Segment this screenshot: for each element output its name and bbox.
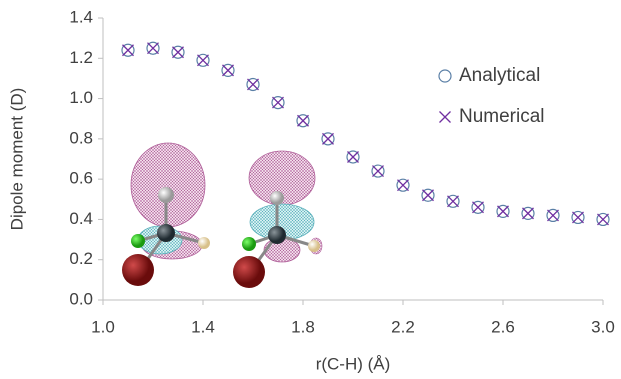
- data-point: [497, 205, 509, 218]
- data-point: [422, 189, 434, 202]
- y-tick-label: 1.0: [69, 88, 93, 107]
- y-axis-label: Dipole moment (D): [7, 88, 26, 231]
- data-point: [247, 78, 259, 91]
- x-tick-label: 2.6: [491, 317, 515, 336]
- data-point: [246, 77, 260, 92]
- data-point: [321, 132, 335, 146]
- data-point: [222, 64, 234, 77]
- legend-label: Analytical: [459, 65, 540, 86]
- data-point: [171, 45, 185, 59]
- y-tick-label: 0.4: [69, 209, 93, 228]
- x-axis-label: r(C-H) (Å): [316, 354, 391, 373]
- data-point: [571, 210, 585, 225]
- data-point: [471, 200, 485, 214]
- data-point: [397, 179, 409, 192]
- data-point: [446, 194, 460, 208]
- data-point: [597, 213, 609, 226]
- data-point: [496, 204, 510, 218]
- data-point: [272, 96, 284, 109]
- data-point: [122, 44, 134, 57]
- data-point: [196, 53, 210, 67]
- x-tick-label: 1.0: [91, 317, 115, 336]
- data-point: [221, 63, 235, 77]
- y-tick-label: 0.6: [69, 169, 93, 188]
- data-point: [146, 41, 160, 55]
- x-tick-label: 3.0: [591, 317, 615, 336]
- data-point: [322, 132, 334, 145]
- data-point: [347, 151, 359, 163]
- y-tick-label: 0.0: [69, 289, 93, 308]
- x-tick-label: 1.8: [291, 317, 315, 336]
- molecule-illustration: [122, 142, 323, 288]
- data-point: [596, 212, 610, 227]
- data-point: [421, 188, 435, 202]
- y-tick-label: 1.4: [69, 7, 93, 26]
- data-point: [547, 209, 559, 222]
- data-point: [121, 43, 135, 57]
- data-point: [522, 207, 534, 220]
- data-point: [296, 114, 310, 128]
- data-point: [546, 208, 560, 222]
- data-point: [346, 150, 360, 164]
- data-point: [472, 201, 484, 214]
- data-point: [521, 206, 535, 220]
- data-point: [396, 178, 410, 192]
- data-point: [447, 195, 459, 208]
- legend-marker: [438, 69, 452, 83]
- data-point: [271, 95, 285, 110]
- y-tick-label: 0.2: [69, 249, 93, 268]
- x-tick-label: 2.2: [391, 317, 415, 336]
- legend-label: Numerical: [459, 106, 545, 127]
- data-point: [197, 54, 209, 67]
- data-point: [371, 164, 385, 178]
- y-tick-label: 1.2: [69, 48, 93, 67]
- legend-marker: [439, 111, 451, 123]
- data-point: [172, 46, 184, 59]
- data-point: [572, 211, 584, 224]
- y-tick-label: 0.8: [69, 128, 93, 147]
- x-tick-label: 1.4: [191, 317, 215, 336]
- data-point: [297, 114, 309, 127]
- data-point: [147, 42, 159, 55]
- data-point: [372, 165, 384, 178]
